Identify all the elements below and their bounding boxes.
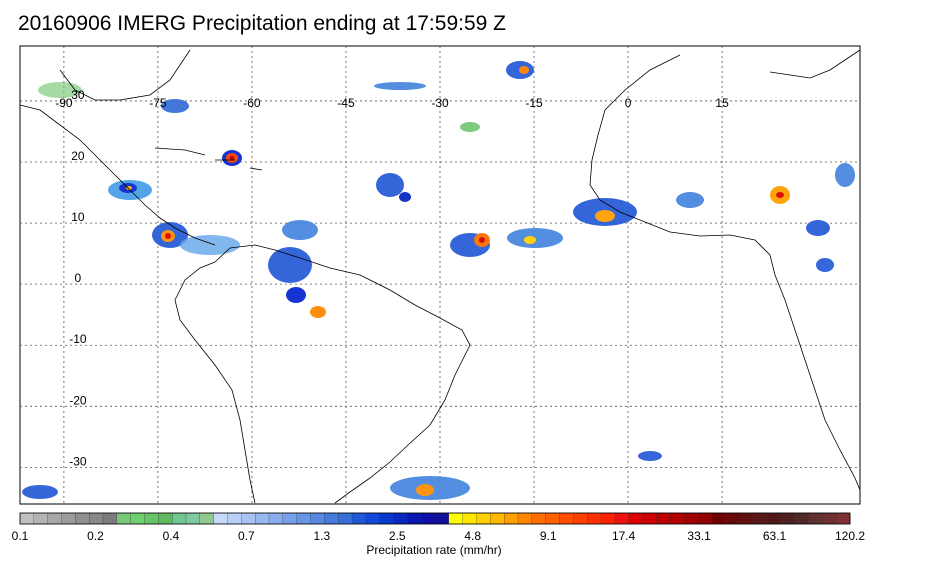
colorbar-swatch (822, 512, 837, 525)
colorbar-swatch (545, 512, 560, 525)
colorbar-swatch (19, 512, 35, 525)
latitude-label: 30 (71, 88, 85, 102)
colorbar-swatch (421, 512, 436, 525)
colorbar-swatch (324, 512, 339, 525)
colorbar-swatch (462, 512, 477, 525)
colorbar-swatch (282, 512, 298, 525)
colorbar-swatch (185, 512, 201, 525)
colorbar-swatch (670, 512, 685, 525)
colorbar-swatch (628, 512, 643, 525)
colorbar-swatch (379, 512, 394, 525)
colorbar-swatch (393, 512, 408, 525)
colorbar-swatch (504, 512, 519, 525)
colorbar-swatch (310, 512, 325, 525)
colorbar-swatch (697, 512, 713, 525)
longitude-label: -45 (337, 96, 355, 110)
colorbar-tick-label: 0.2 (87, 529, 104, 543)
colorbar-swatch (227, 512, 242, 525)
colorbar-swatch (296, 512, 311, 525)
colorbar-swatch (351, 512, 367, 525)
colorbar-border (19, 512, 851, 525)
colorbar-swatch (407, 512, 422, 525)
longitude-label: 15 (715, 96, 729, 110)
colorbar-tick-label: 0.4 (162, 529, 180, 543)
colorbar-swatch (102, 512, 118, 525)
colorbar-swatch (199, 512, 215, 525)
colorbar-swatch (33, 512, 49, 525)
colorbar-swatch (255, 512, 270, 525)
graticule (20, 46, 860, 504)
colorbar-tick-label: 1.3 (313, 529, 331, 543)
precipitation-field (22, 61, 855, 500)
colorbar-swatch (213, 512, 228, 525)
coastlines (19, 49, 861, 504)
colorbar-swatch (130, 512, 145, 525)
colorbar-swatch (766, 512, 782, 525)
colorbar-swatch (365, 512, 381, 525)
map-frame (19, 45, 861, 505)
colorbar-tick-label: 33.1 (687, 529, 711, 543)
latitude-label: 20 (71, 149, 85, 163)
colorbar-swatch (61, 512, 76, 525)
colorbar-tick-label: 0.1 (11, 529, 29, 543)
colorbar-swatch (725, 512, 740, 525)
latitude-label: -30 (69, 454, 87, 468)
colorbar-tick-label: 2.5 (388, 529, 406, 543)
colorbar-swatch (116, 512, 132, 525)
colorbar-swatch (794, 512, 809, 525)
longitude-label: 0 (625, 96, 632, 110)
latitude-label: 10 (71, 210, 85, 224)
colorbar-tick-label: 0.7 (238, 529, 255, 543)
colorbar-swatch (559, 512, 574, 525)
colorbar-swatch (600, 512, 616, 525)
colorbar (19, 512, 851, 525)
colorbar-swatch (753, 512, 768, 525)
latitude-label: 0 (75, 271, 82, 285)
colorbar-tick-label: 9.1 (539, 529, 557, 543)
longitude-label: -30 (431, 96, 449, 110)
colorbar-swatch (241, 512, 256, 525)
map-title: 20160906 IMERG Precipitation ending at 1… (18, 12, 506, 35)
colorbar-tick-label: 4.8 (464, 529, 482, 543)
colorbar-swatch (642, 512, 657, 525)
colorbar-swatch (531, 512, 547, 525)
colorbar-swatch (338, 512, 353, 525)
colorbar-swatch (172, 512, 187, 525)
colorbar-swatch (89, 512, 104, 525)
colorbar-tick-label: 63.1 (762, 529, 787, 543)
colorbar-swatch (144, 512, 159, 525)
colorbar-tick-label: 120.2 (834, 529, 866, 543)
colorbar-swatch (268, 512, 284, 525)
colorbar-swatch (448, 512, 464, 525)
longitude-label: -90 (55, 96, 73, 110)
latitude-label: -20 (69, 393, 87, 407)
colorbar-swatch (836, 512, 851, 525)
colorbar-swatch (614, 512, 630, 525)
colorbar-swatch (711, 512, 726, 525)
colorbar-swatch (573, 512, 588, 525)
colorbar-swatch (75, 512, 90, 525)
colorbar-swatch (158, 512, 173, 525)
colorbar-swatch (739, 512, 754, 525)
colorbar-swatch (476, 512, 491, 525)
longitude-label: -15 (525, 96, 543, 110)
colorbar-swatch (47, 512, 62, 525)
colorbar-swatch (434, 512, 450, 525)
colorbar-swatch (808, 512, 823, 525)
longitude-label: -75 (149, 96, 167, 110)
latitude-label: -10 (69, 332, 87, 346)
colorbar-swatch (780, 512, 796, 525)
colorbar-swatch (490, 512, 505, 525)
colorbar-swatch (517, 512, 533, 525)
colorbar-swatch (656, 512, 671, 525)
longitude-label: -60 (243, 96, 261, 110)
axis-labels: -90 -75 -60 -45 -30 -15 0 15 30 20 10 0 -10 -20 -30 (55, 88, 729, 468)
colorbar-swatch (587, 512, 602, 525)
colorbar-title: Precipitation rate (mm/hr) (366, 543, 502, 557)
colorbar-tick-label: 17.4 (611, 529, 636, 543)
colorbar-swatch (683, 512, 699, 525)
